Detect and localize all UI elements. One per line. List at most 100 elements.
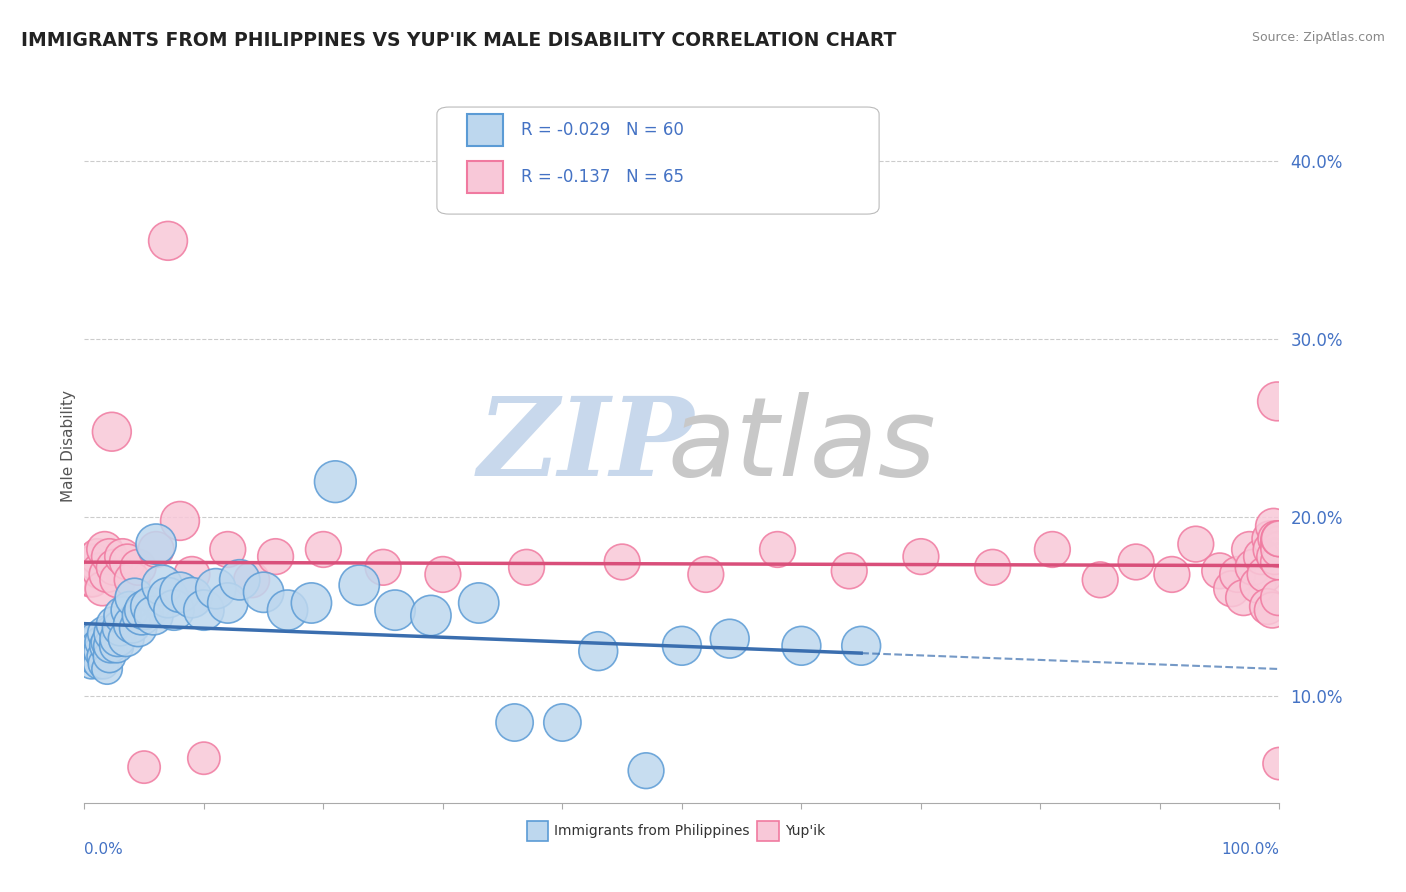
Point	[121, 573, 143, 587]
Point	[277, 603, 299, 617]
Point	[131, 608, 153, 623]
Point	[169, 585, 191, 599]
Point	[97, 635, 120, 649]
Point	[139, 599, 162, 614]
Point	[157, 234, 180, 248]
Point	[89, 644, 111, 658]
Point	[111, 608, 134, 623]
Point	[77, 639, 100, 653]
Point	[695, 567, 717, 582]
Point	[1267, 542, 1289, 557]
Point	[349, 578, 371, 592]
Point	[1250, 549, 1272, 564]
Point	[432, 567, 454, 582]
Point	[1267, 591, 1289, 605]
Text: Yup'ik: Yup'ik	[785, 823, 825, 838]
Y-axis label: Male Disability: Male Disability	[60, 390, 76, 502]
Point	[100, 639, 122, 653]
Point	[981, 560, 1004, 574]
Point	[1267, 537, 1289, 551]
Point	[1264, 532, 1286, 546]
Point	[145, 542, 167, 557]
Point	[217, 596, 239, 610]
Point	[1161, 567, 1184, 582]
Point	[1260, 542, 1282, 557]
Point	[229, 573, 252, 587]
Point	[93, 657, 115, 671]
Point	[90, 635, 112, 649]
Point	[84, 555, 107, 569]
Point	[612, 555, 634, 569]
Point	[516, 560, 538, 574]
Point	[325, 475, 347, 489]
Point	[79, 649, 101, 664]
Point	[94, 639, 117, 653]
Point	[93, 626, 115, 640]
Point	[1258, 532, 1281, 546]
Point	[86, 549, 108, 564]
Point	[181, 567, 204, 582]
Point	[91, 582, 114, 596]
Point	[101, 425, 124, 439]
Point	[420, 608, 443, 623]
Point	[1185, 537, 1208, 551]
Text: Immigrants from Philippines: Immigrants from Philippines	[554, 823, 749, 838]
Point	[84, 653, 107, 667]
Point	[111, 549, 134, 564]
Point	[86, 639, 108, 653]
Point	[1268, 532, 1291, 546]
Point	[1090, 573, 1112, 587]
Point	[205, 582, 228, 596]
Point	[1209, 564, 1232, 578]
Point	[193, 751, 215, 765]
Point	[101, 626, 124, 640]
Text: ZIP: ZIP	[478, 392, 695, 500]
Text: IMMIGRANTS FROM PHILIPPINES VS YUP'IK MALE DISABILITY CORRELATION CHART: IMMIGRANTS FROM PHILIPPINES VS YUP'IK MA…	[21, 31, 897, 50]
Point	[551, 715, 574, 730]
Point	[384, 603, 406, 617]
Point	[82, 635, 104, 649]
Point	[1265, 394, 1288, 409]
Point	[588, 644, 610, 658]
Point	[103, 617, 125, 632]
Point	[87, 657, 110, 671]
Point	[181, 591, 204, 605]
Point	[1220, 582, 1243, 596]
Point	[503, 715, 526, 730]
Point	[1247, 578, 1270, 592]
Point	[82, 573, 104, 587]
Point	[110, 621, 132, 635]
Point	[636, 764, 658, 778]
Point	[121, 617, 143, 632]
Point	[671, 639, 693, 653]
Point	[1268, 756, 1291, 771]
Point	[1226, 567, 1249, 582]
FancyBboxPatch shape	[437, 107, 879, 214]
Point	[1233, 591, 1256, 605]
Point	[142, 608, 165, 623]
Point	[1239, 542, 1261, 557]
Point	[86, 632, 108, 646]
Point	[132, 760, 156, 774]
Point	[118, 603, 141, 617]
Point	[115, 632, 138, 646]
Point	[150, 578, 173, 592]
Point	[124, 591, 146, 605]
Point	[105, 639, 128, 653]
Point	[98, 649, 121, 664]
Point	[1264, 549, 1286, 564]
Text: Source: ZipAtlas.com: Source: ZipAtlas.com	[1251, 31, 1385, 45]
Point	[103, 560, 125, 574]
Point	[1125, 555, 1147, 569]
Point	[718, 632, 741, 646]
Point	[240, 573, 263, 587]
Point	[117, 555, 139, 569]
Point	[373, 560, 395, 574]
Point	[1267, 555, 1289, 569]
Point	[851, 639, 873, 653]
FancyBboxPatch shape	[467, 114, 503, 146]
Text: 0.0%: 0.0%	[84, 842, 124, 857]
FancyBboxPatch shape	[527, 821, 548, 840]
Point	[107, 573, 129, 587]
Point	[93, 542, 115, 557]
